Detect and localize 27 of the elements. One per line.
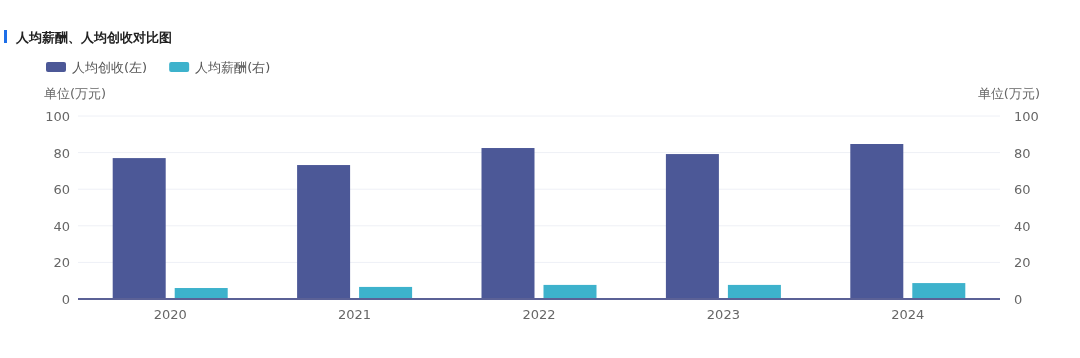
bar [112,158,166,299]
y2-tick-label: 80 [1014,145,1031,161]
x-tick-label: 2020 [153,307,187,322]
y-tick-label: 40 [53,218,70,234]
bar [297,165,351,299]
legend-label: 人均创收(左) [72,60,148,75]
y-tick-label: 20 [53,255,70,271]
bar [850,144,904,299]
bar [665,154,719,299]
y-tick-label: 0 [61,292,70,307]
y2-tick-label: 20 [1014,255,1031,271]
chart-title: 人均薪酬、人均创收对比图 [15,30,172,45]
y2-tick-label: 60 [1014,182,1031,198]
bar [481,148,535,299]
x-tick-label: 2022 [522,307,556,322]
legend-label: 人均薪酬(右) [195,60,271,75]
x-tick-label: 2021 [338,307,372,322]
y2-tick-label: 40 [1014,218,1031,234]
y-tick-label: 100 [45,109,70,124]
x-tick-label: 2024 [891,307,925,322]
y2-axis-title: 单位(万元) [977,86,1040,101]
y-tick-label: 80 [53,145,70,161]
x-tick-label: 2023 [706,307,740,322]
y-tick-label: 60 [53,182,70,198]
y2-tick-label: 100 [1014,109,1039,124]
y2-tick-label: 0 [1014,292,1023,307]
y-axis-title: 单位(万元) [44,86,107,101]
